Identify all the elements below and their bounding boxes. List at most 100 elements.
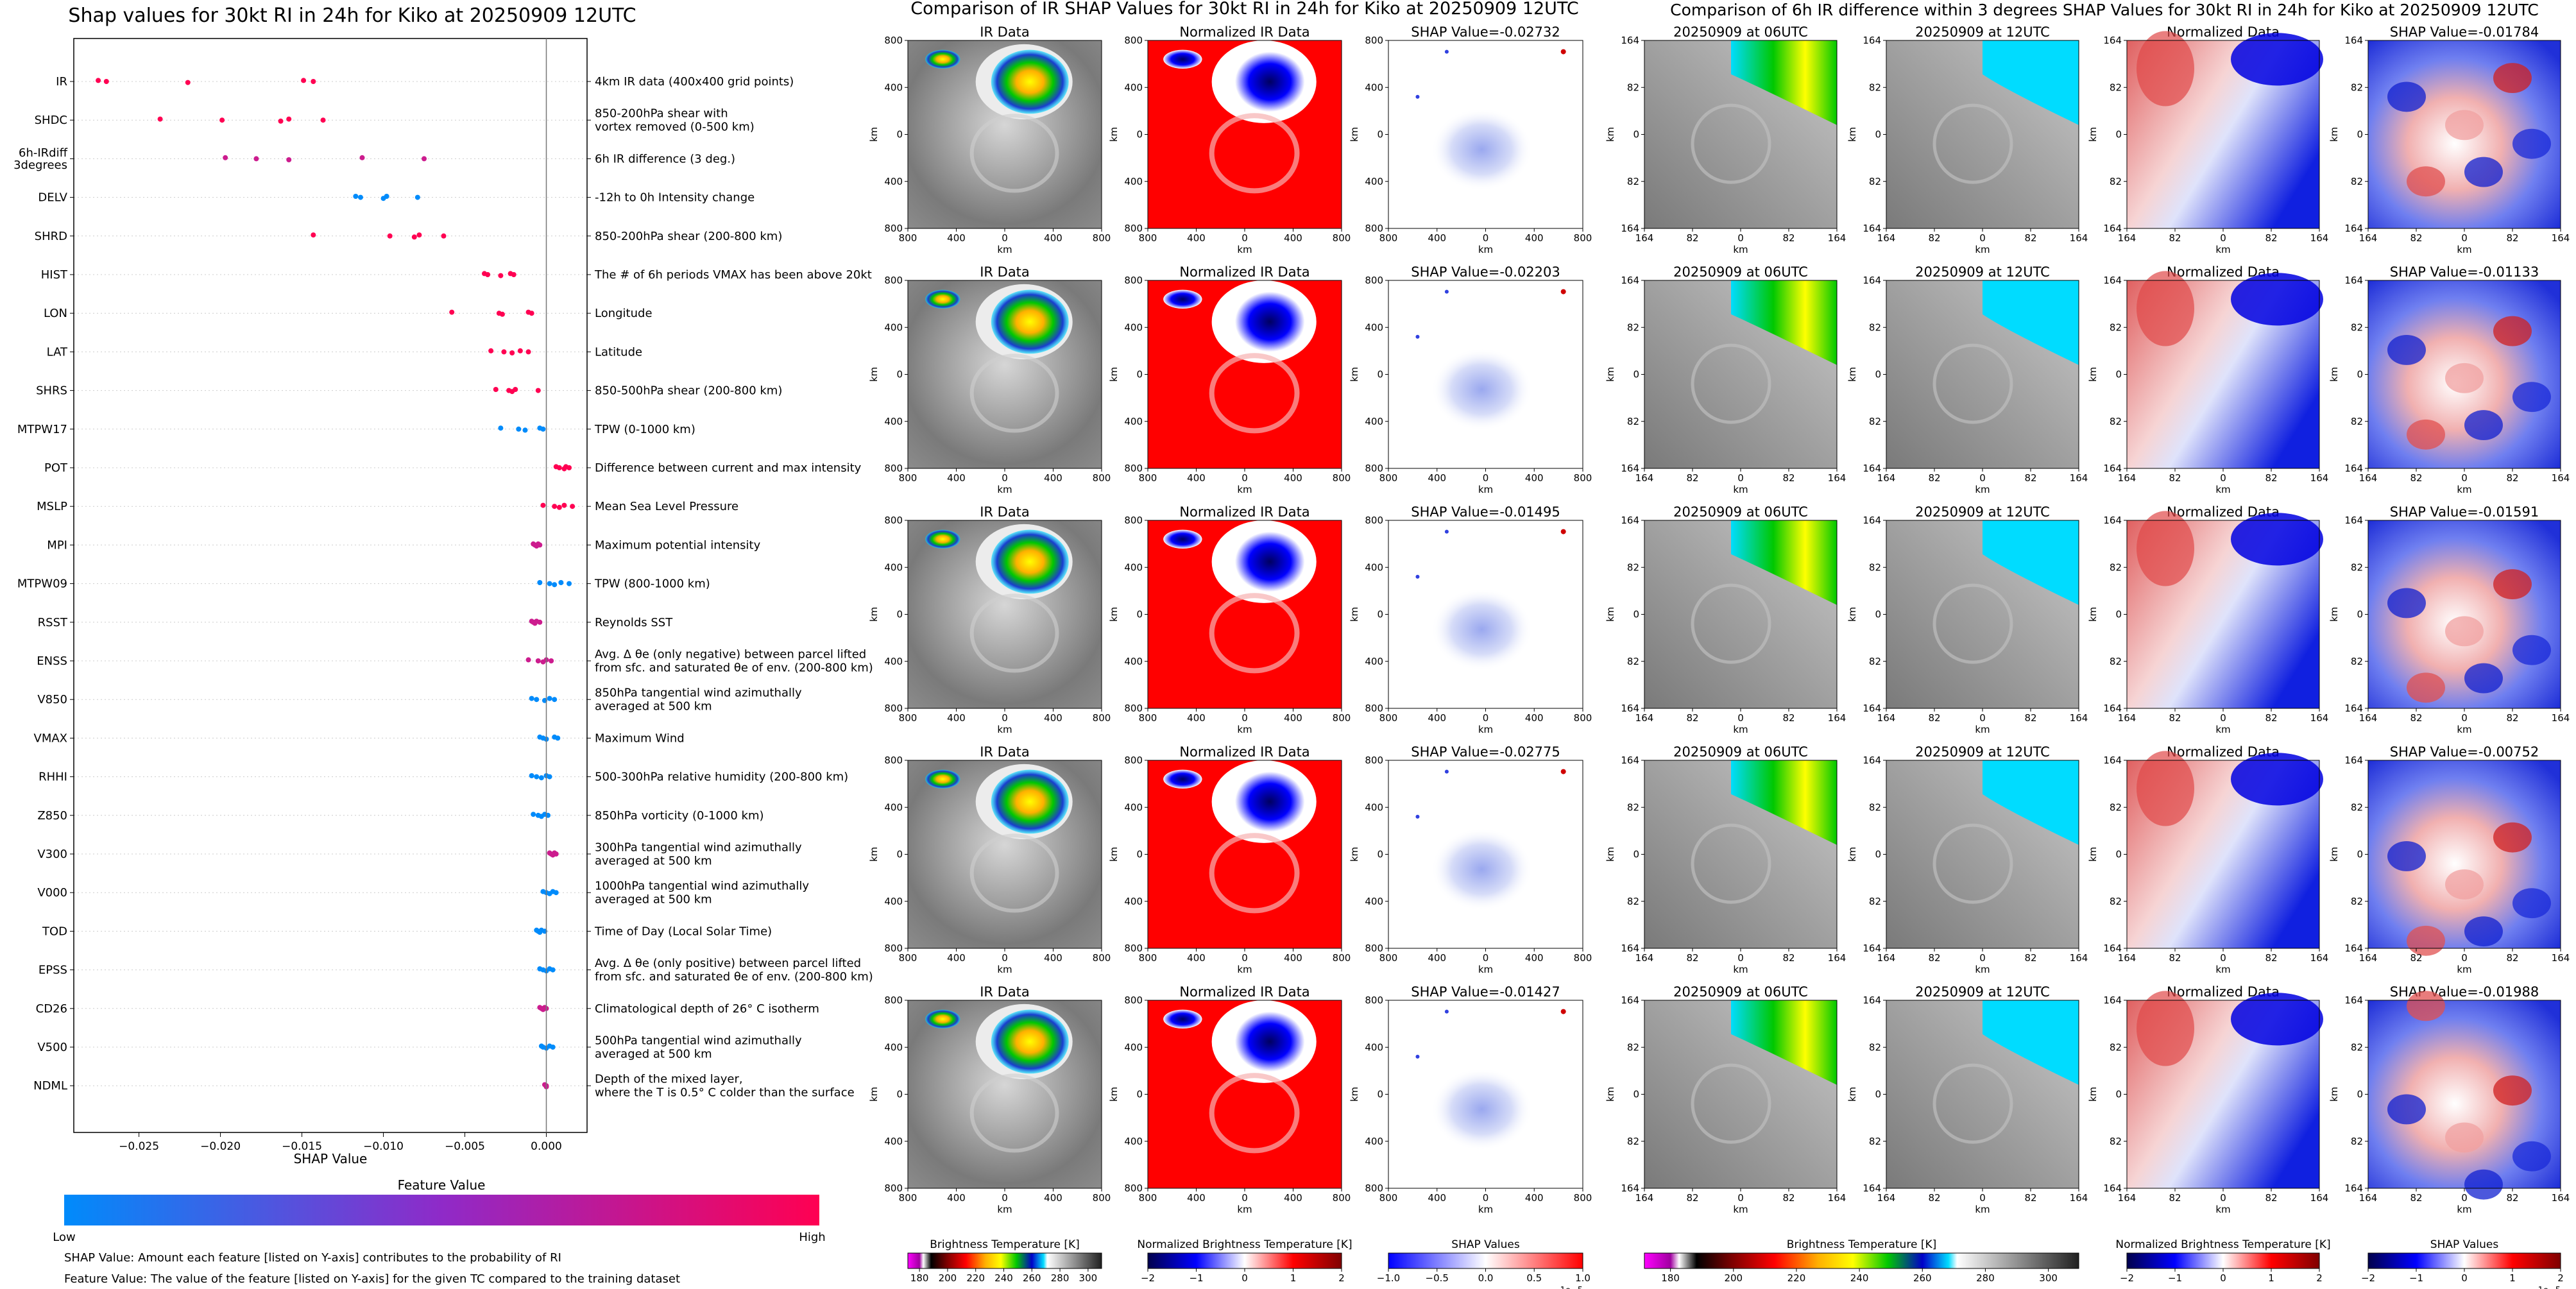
y-axis-unit: km [868,127,880,142]
spiral-band [1932,343,2013,424]
normalized-cell [1163,529,1202,549]
y-tick-label: 800 [1124,994,1143,1006]
y-tick-label: 400 [1365,81,1383,93]
normalized-cell [1163,769,1202,789]
y-tick-label: 82 [2351,801,2363,813]
y-tick-label: 164 [2103,755,2122,766]
shap-point [488,348,494,354]
x-tick-label: 0 [1241,232,1248,244]
cold-region [2231,33,2323,86]
feature-description: Depth of the mixed layer, where the T is … [595,1073,855,1100]
panel-title: Normalized IR Data [1179,24,1309,40]
x-tick-label: 164 [2310,472,2329,484]
summary-x-label: SHAP Value [294,1151,368,1166]
x-axis-unit: km [2215,244,2230,255]
y-tick-label: 164 [1621,703,1639,714]
x-tick-label: 164 [1877,1192,1896,1204]
feature-description: 850hPa tangential wind azimuthally averag… [595,687,802,713]
warm-region [2137,31,2194,107]
x-tick-label: 164 [2359,1192,2378,1204]
y-axis-unit: km [1847,127,1858,142]
ir-panel: SHAP Value=-0.02203800800400400004004008… [1349,264,1592,495]
shap-point [529,696,534,701]
panel-title: Normalized IR Data [1179,504,1309,520]
colorbar-label: Normalized Brightness Temperature [K] [1137,1238,1352,1251]
shap-point [525,349,531,355]
x-tick-label: 82 [2265,712,2277,724]
y-tick-label: 164 [2103,275,2122,286]
x-tick-label: 82 [2265,1192,2277,1204]
panel-title: SHAP Value=-0.01495 [1411,504,1560,520]
x-tick-label: 82 [1686,712,1698,724]
y-tick-label: 0 [1633,1089,1639,1100]
diff-panel: Normalized Data1641648282008282164164kmk… [2087,744,2328,975]
y-tick-label: 800 [1124,223,1143,234]
x-tick-label: 400 [947,472,966,484]
y-tick-label: 800 [884,755,903,766]
y-tick-label: 82 [1627,1136,1639,1147]
colorbar-tick-label: 0.0 [1478,1272,1494,1284]
feature-label: Z850 [37,809,67,823]
y-tick-label: 800 [884,463,903,474]
diff-panel: 20250909 at 12UTC1641648282008282164164k… [1847,264,2088,495]
y-axis-unit: km [1605,1087,1616,1102]
cold-cloud-region [1983,280,2079,365]
x-tick-label: 400 [1044,1192,1062,1204]
y-tick-label: 800 [1365,275,1383,286]
feature-label: MSLP [37,500,67,513]
shap-cell [2387,1094,2426,1125]
colorbar-high-label: High [799,1231,825,1244]
y-tick-label: 0 [1875,849,1881,860]
y-tick-label: 0 [1377,609,1383,620]
colorbar-tick-label: 240 [1850,1272,1869,1284]
shap-point [540,426,546,432]
colorbar-tick-label: 180 [910,1272,929,1284]
feature-description: Reynolds SST [595,616,673,629]
colorbar-tick-label: 240 [994,1272,1013,1284]
y-axis-unit: km [868,847,880,862]
y-tick-label: 164 [2103,223,2122,234]
x-tick-label: 400 [1187,1192,1206,1204]
shap-point [103,79,109,84]
x-tick-label: 0 [1002,232,1008,244]
x-tick-label: 800 [899,952,917,964]
shap-point [517,348,523,354]
shap-cell [2387,81,2426,112]
x-tick-label: 82 [1928,952,1940,964]
spiral-band [1691,823,1771,904]
spiral-band [1209,833,1300,914]
x-tick-label: 164 [1828,472,1847,484]
x-axis-unit: km [1478,1204,1493,1215]
shap-point [555,735,561,741]
x-tick-label: 800 [1379,1192,1398,1204]
y-tick-label: 400 [1124,561,1143,573]
x-tick-label: 400 [1284,232,1302,244]
y-tick-label: 82 [1869,1136,1881,1147]
y-tick-label: 800 [1365,703,1383,714]
x-axis-unit: km [2457,244,2471,255]
x-tick-label: −0.010 [363,1140,404,1153]
shap-speck [1560,769,1566,774]
x-tick-label: 82 [2024,952,2036,964]
x-tick-label: 82 [2506,232,2518,244]
shap-point [547,774,552,780]
y-tick-label: 0 [2357,1089,2363,1100]
colorbar: Brightness Temperature [K] 180 200 220 240 26… [907,1238,1102,1284]
y-axis-unit: km [1108,1087,1120,1102]
y-tick-label: 0 [1377,129,1383,141]
x-tick-label: −0.005 [445,1140,485,1153]
y-tick-label: 82 [1869,561,1881,573]
colorbar-tick-label: −1 [2168,1272,2182,1284]
x-axis-unit: km [1975,964,1990,975]
colorbar-strip [907,1252,1102,1269]
shap-point [414,194,420,200]
shap-point [359,155,365,160]
x-axis-unit: km [2457,1204,2471,1215]
x-tick-label: 0 [1002,472,1008,484]
shap-point [550,1045,556,1050]
y-tick-label: 800 [1365,943,1383,954]
colorbar-strip [1147,1252,1342,1269]
shap-speck [1560,1009,1566,1014]
feature-label: V850 [37,693,67,706]
